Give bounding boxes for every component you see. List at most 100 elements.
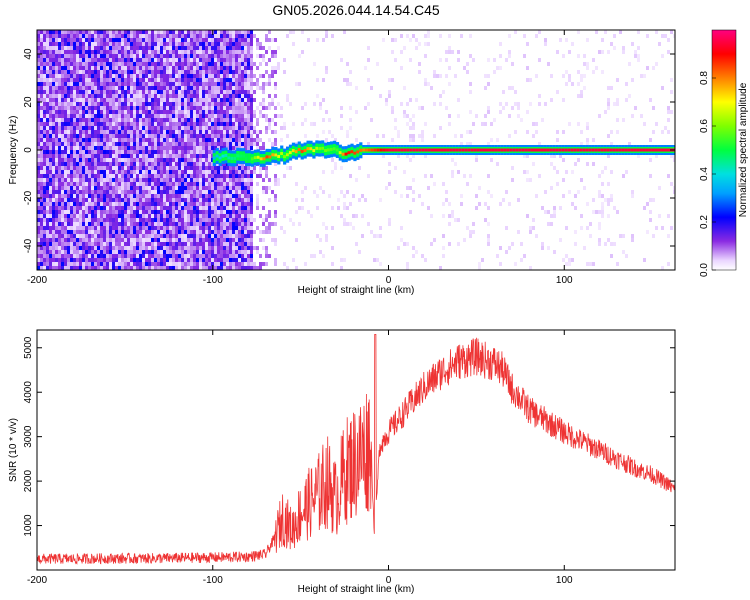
heatmap-cell (73, 174, 76, 178)
heatmap-cell (52, 94, 55, 98)
heatmap-cell (211, 182, 214, 186)
heatmap-cell (244, 78, 247, 82)
heatmap-cell (250, 110, 253, 114)
heatmap-cell (136, 66, 139, 70)
heatmap-cell (109, 50, 112, 54)
heatmap-cell (346, 206, 349, 210)
heatmap-cell (52, 210, 55, 214)
heatmap-cell (154, 186, 157, 190)
heatmap-cell (67, 98, 70, 102)
heatmap-cell (184, 226, 187, 230)
heatmap-cell (85, 246, 88, 250)
heatmap-cell (61, 182, 64, 186)
heatmap-cell (154, 106, 157, 110)
heatmap-cell (148, 34, 151, 38)
heatmap-cell (124, 158, 127, 162)
heatmap-cell (133, 246, 136, 250)
heatmap-cell (157, 250, 160, 254)
heatmap-cell (145, 134, 148, 138)
heatmap-cell (322, 170, 325, 174)
heatmap-cell (94, 254, 97, 258)
heatmap-cell (151, 86, 154, 90)
heatmap-cell (253, 62, 256, 66)
heatmap-cell (355, 138, 358, 142)
heatmap-cell (58, 266, 61, 270)
heatmap-cell (97, 210, 100, 214)
heatmap-cell (187, 150, 190, 154)
heatmap-cell (301, 122, 304, 126)
heatmap-cell (46, 54, 49, 58)
heatmap-cell (160, 86, 163, 90)
heatmap-cell (136, 94, 139, 98)
heatmap-cell (406, 262, 409, 266)
heatmap-cell (85, 38, 88, 42)
heatmap-cell (43, 102, 46, 106)
heatmap-cell (85, 86, 88, 90)
heatmap-cell (154, 82, 157, 86)
heatmap-cell (79, 206, 82, 210)
heatmap-cell (412, 34, 415, 38)
heatmap-cell (367, 222, 370, 226)
heatmap-cell (124, 202, 127, 206)
heatmap-cell (169, 162, 172, 166)
heatmap-cell (292, 222, 295, 226)
heatmap-cell (130, 118, 133, 122)
heatmap-cell (319, 106, 322, 110)
heatmap-cell (37, 150, 40, 154)
heatmap-cell (217, 226, 220, 230)
heatmap-cell (211, 74, 214, 78)
heatmap-cell (283, 230, 286, 234)
heatmap-cell (223, 102, 226, 106)
heatmap-cell (229, 106, 232, 110)
heatmap-cell (151, 190, 154, 194)
heatmap-cell (145, 118, 148, 122)
heatmap-cell (181, 98, 184, 102)
heatmap-cell (238, 34, 241, 38)
heatmap-cell (61, 226, 64, 230)
heatmap-cell (229, 182, 232, 186)
heatmap-cell (238, 222, 241, 226)
heatmap-cell (196, 266, 199, 270)
heatmap-cell (175, 54, 178, 58)
heatmap-cell (175, 194, 178, 198)
heatmap-cell (205, 114, 208, 118)
heatmap-cell (103, 258, 106, 262)
heatmap-cell (202, 186, 205, 190)
heatmap-cell (82, 226, 85, 230)
heatmap-cell (79, 134, 82, 138)
heatmap-cell (391, 138, 394, 142)
heatmap-cell (133, 230, 136, 234)
heatmap-cell (475, 114, 478, 118)
heatmap-cell (289, 166, 292, 170)
heatmap-cell (103, 122, 106, 126)
heatmap-cell (139, 38, 142, 42)
heatmap-cell (217, 130, 220, 134)
heatmap-cell (88, 62, 91, 66)
heatmap-cell (103, 198, 106, 202)
heatmap-cell (151, 222, 154, 226)
heatmap-cell (61, 78, 64, 82)
heatmap-cell (94, 210, 97, 214)
heatmap-cell (121, 158, 124, 162)
heatmap-cell (82, 242, 85, 246)
heatmap-cell (346, 222, 349, 226)
heatmap-cell (235, 62, 238, 66)
heatmap-cell (301, 50, 304, 54)
heatmap-cell (115, 110, 118, 114)
heatmap-cell (58, 170, 61, 174)
heatmap-cell (220, 126, 223, 130)
heatmap-cell (205, 106, 208, 110)
heatmap-cell (106, 34, 109, 38)
heatmap-cell (112, 246, 115, 250)
heatmap-cell (121, 54, 124, 58)
heatmap-cell (448, 50, 451, 54)
heatmap-cell (157, 170, 160, 174)
heatmap-cell (106, 66, 109, 70)
heatmap-cell (79, 130, 82, 134)
heatmap-cell (85, 198, 88, 202)
heatmap-cell (136, 210, 139, 214)
heatmap-cell (184, 82, 187, 86)
heatmap-cell (460, 202, 463, 206)
heatmap-cell (202, 238, 205, 242)
heatmap-cell (67, 174, 70, 178)
